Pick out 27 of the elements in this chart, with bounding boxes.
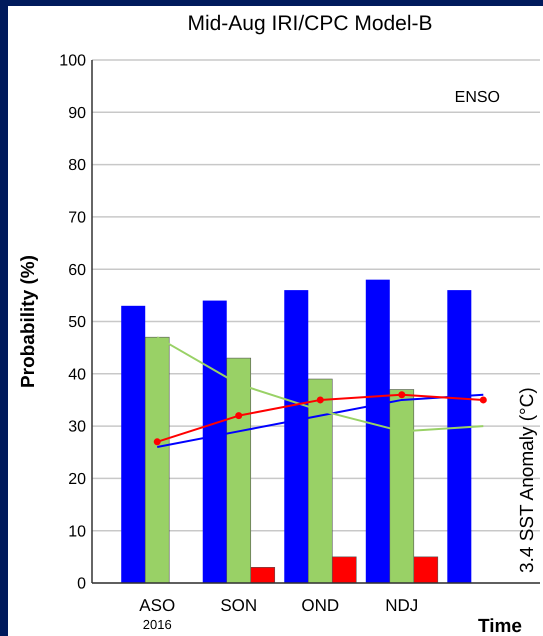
chart-title: Mid-Aug IRI/CPC Model-B xyxy=(187,12,433,35)
y-tick-label: 10 xyxy=(68,523,86,540)
x-tick-label: OND xyxy=(301,596,340,615)
y-tick-label: 70 xyxy=(68,210,86,226)
y-tick-label: 40 xyxy=(68,366,86,384)
y-axis-title: Probability (%) xyxy=(18,254,39,388)
y2-axis-title: 3.4 SST Anomaly (°C) xyxy=(517,387,538,573)
y-tick-label: 100 xyxy=(59,52,86,70)
bar xyxy=(121,306,146,583)
point xyxy=(480,396,487,404)
x-tick-label: ASO xyxy=(139,596,176,615)
y-tick-label: 90 xyxy=(68,104,86,122)
point xyxy=(154,438,161,446)
annotation: ENSO xyxy=(454,88,500,106)
x-tick-label: SON xyxy=(220,596,258,615)
y-tick-label: 60 xyxy=(68,262,86,279)
y-tick-label: 20 xyxy=(68,471,86,488)
point xyxy=(316,396,324,404)
y-tick-label: 30 xyxy=(68,418,86,436)
y-tick-label: 50 xyxy=(68,314,86,332)
text: 2016 xyxy=(142,617,172,632)
y-tick-label: 0 xyxy=(77,576,86,593)
x-tick-label: NDJ xyxy=(385,596,418,615)
y-tick-label: 80 xyxy=(68,157,86,174)
x-axis-title: Time xyxy=(478,616,522,636)
point xyxy=(398,391,406,398)
point xyxy=(235,412,242,420)
